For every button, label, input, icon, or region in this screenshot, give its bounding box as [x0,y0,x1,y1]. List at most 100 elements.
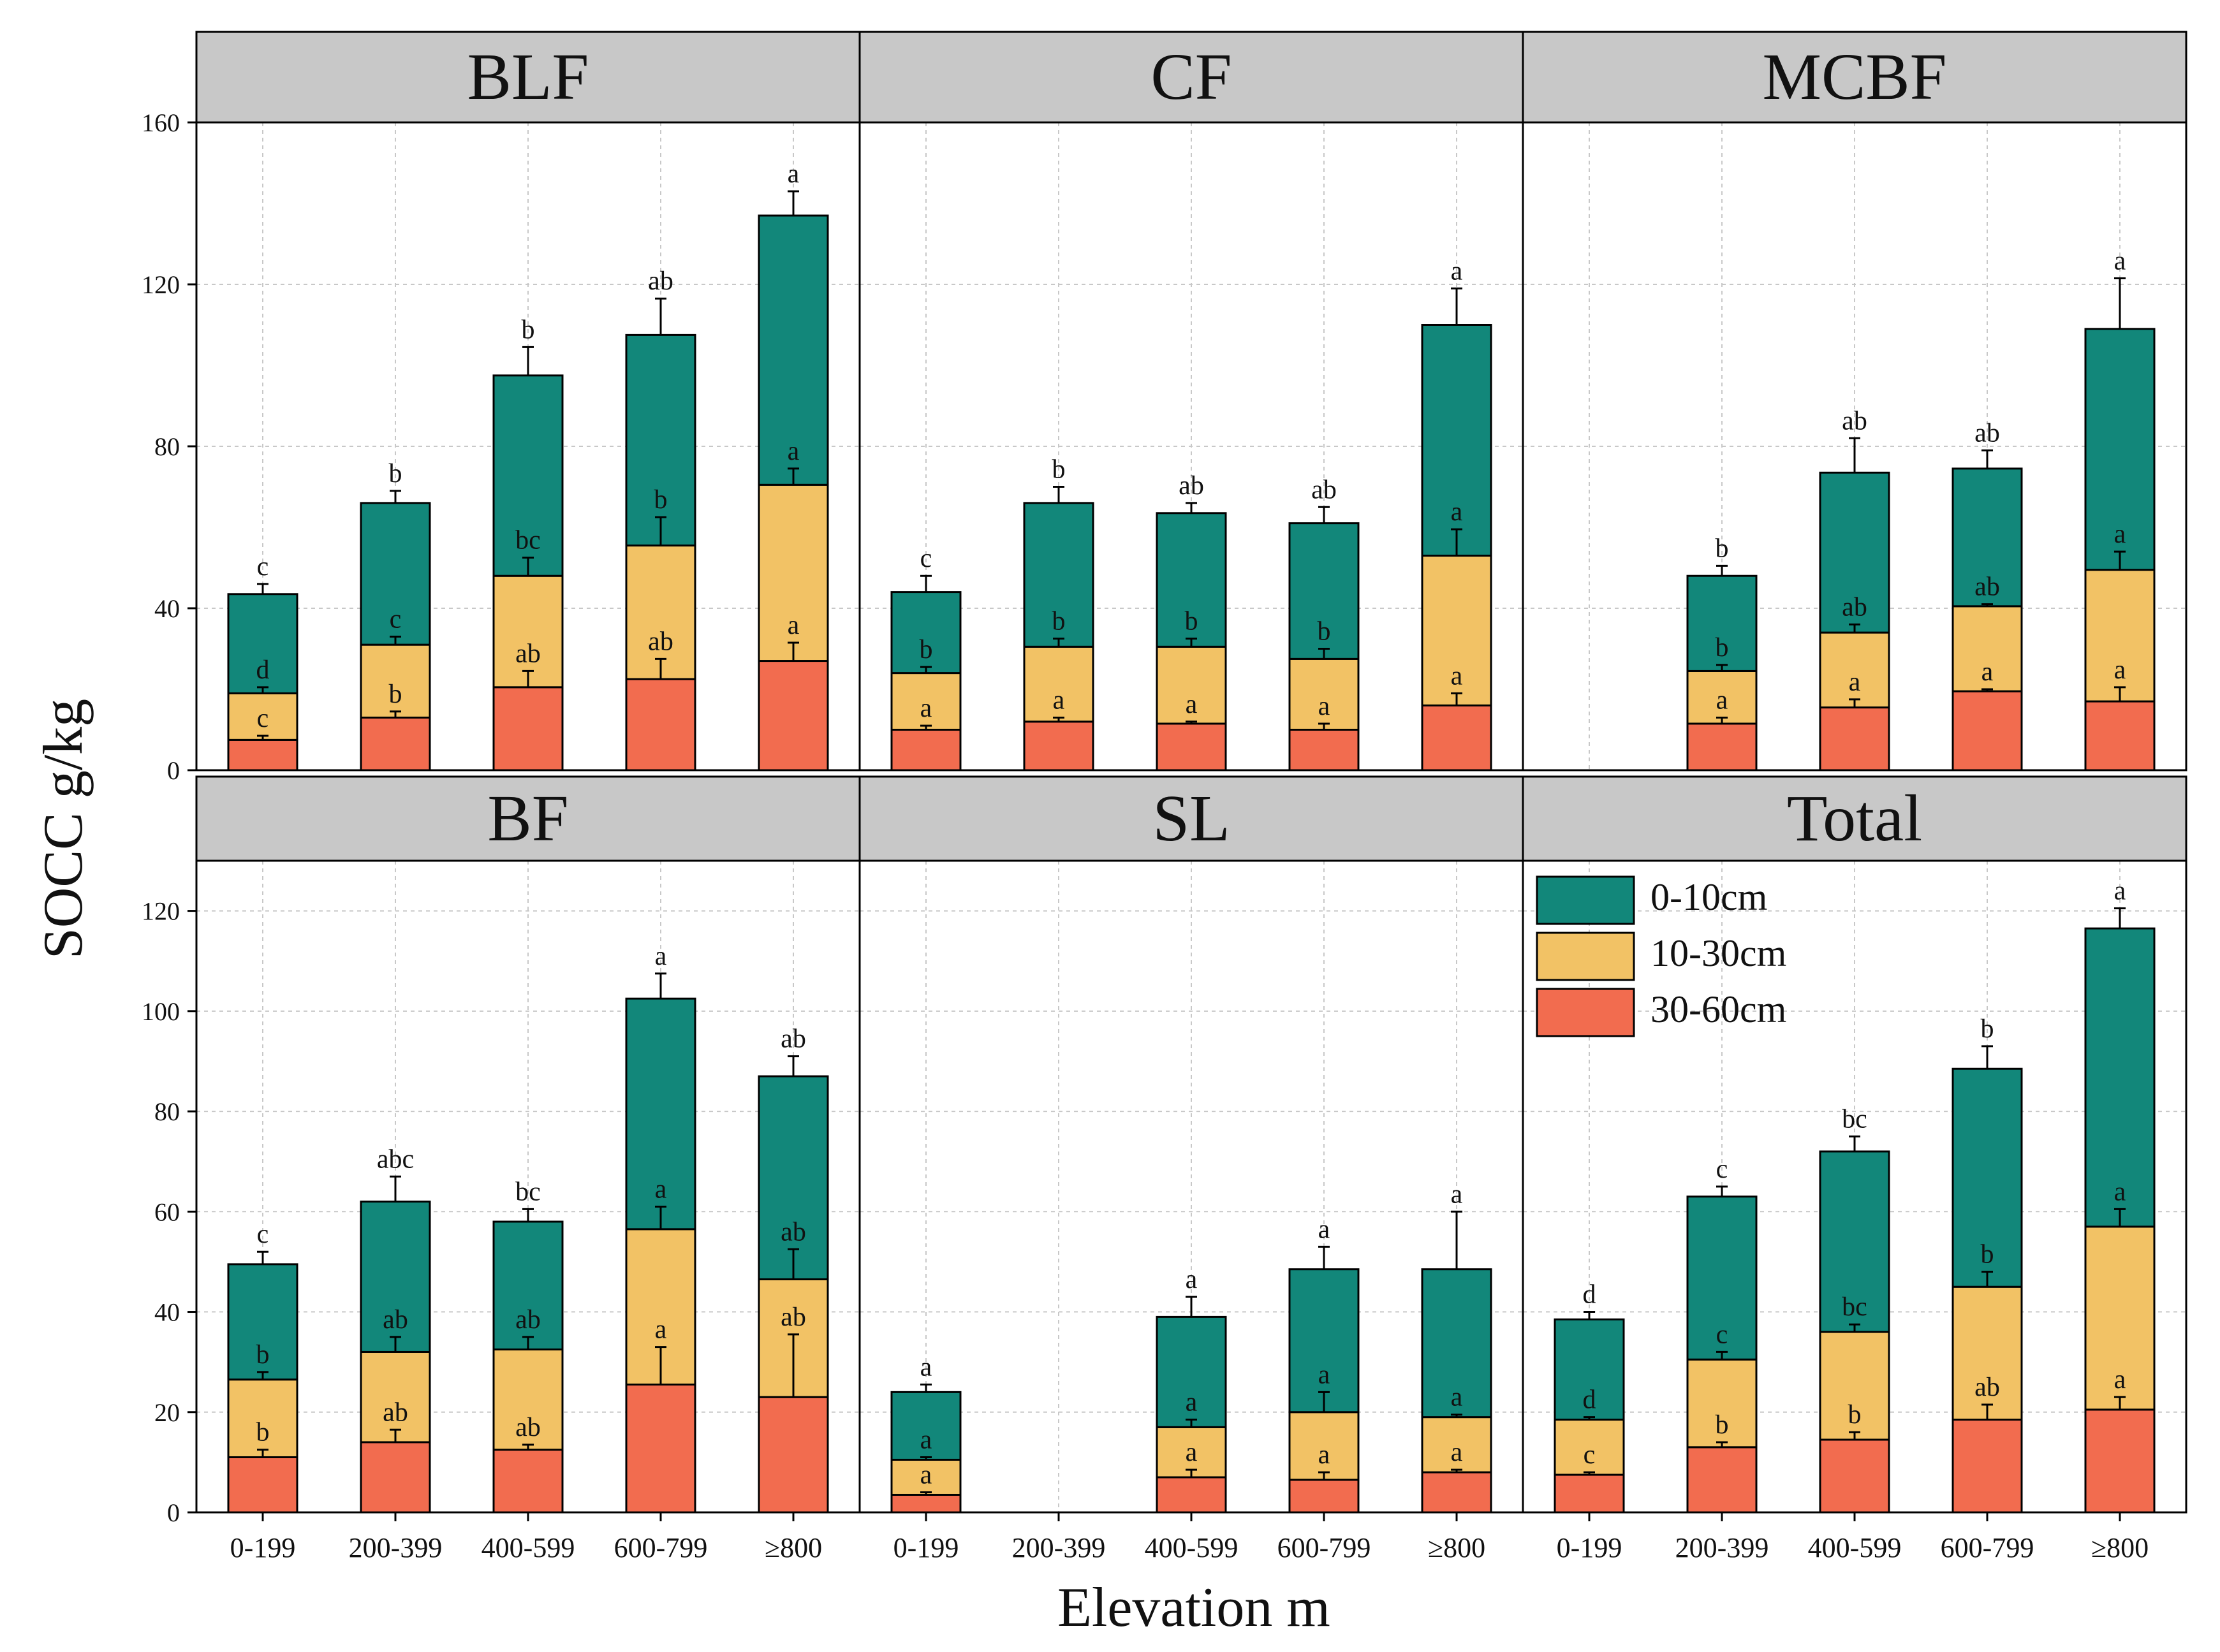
bar-bf-3060cm-1 [360,1441,431,1514]
bar-sl-3060cm-4 [1421,1471,1492,1514]
y-tick-label: 80 [154,432,180,461]
legend-swatch-1 [1536,932,1635,981]
bar-sl-1030cm-3 [1288,1411,1360,1481]
y-tick-label: 40 [154,594,180,623]
bar-total-1030cm-4 [2084,1225,2156,1411]
significance-letter: abc [377,1144,414,1174]
significance-letter: ab [648,627,673,656]
axes-layer: 0 40 80 120 160 0 20 40 60 80 100 120 0-199 200-399 40… [142,108,2149,1563]
bar-bf-3060cm-0 [227,1456,298,1514]
significance-letter: a [788,611,800,640]
significance-letter: a [2114,1365,2126,1394]
significance-letter: a [1053,685,1065,715]
significance-letter: a [1318,1440,1330,1470]
y-tick-label: 40 [154,1298,180,1327]
significance-letter: ab [1842,406,1867,435]
significance-letter: a [1186,1265,1198,1294]
significance-letter: c [257,1220,269,1249]
significance-letter: bc [1842,1104,1867,1134]
significance-letter: a [1716,685,1728,715]
significance-letter: d [1583,1280,1596,1310]
significance-letter: b [1848,1400,1862,1429]
bar-cf-3060cm-0 [890,729,962,771]
significance-letter: c [257,704,269,733]
legend-label-0: 0-10cm [1650,876,1767,918]
legend-swatch-0 [1536,875,1635,925]
significance-letter: c [1716,1320,1728,1349]
significance-letter: a [1318,692,1330,721]
bar-blf-3060cm-1 [360,716,431,771]
panel-title-blf: BLF [467,40,589,113]
panel-title-cf: CF [1150,40,1231,113]
significance-letter: b [1318,617,1331,647]
significance-letter: b [1716,1410,1729,1440]
significance-letter: bc [515,526,541,555]
bar-mcbf-010cm-4 [2084,328,2156,571]
bar-total-010cm-1 [1686,1195,1758,1361]
bar-mcbf-3060cm-2 [1819,706,1890,771]
panel-strip-cf [858,31,1524,124]
bar-bf-010cm-2 [492,1220,564,1350]
significance-letter: ab [1842,592,1867,622]
y-tick-label: 120 [142,270,180,299]
significance-letter: c [1716,1155,1728,1184]
significance-letter: b [1981,1014,1994,1044]
significance-letter: b [1716,534,1729,563]
significance-letter: a [1318,1360,1330,1389]
legend-swatch-2 [1536,988,1635,1037]
bar-sl-3060cm-3 [1288,1479,1360,1514]
significance-letter: ab [648,267,673,296]
bar-bf-3060cm-3 [625,1384,696,1514]
panel-strip-blf [195,31,861,124]
significance-letter: d [1583,1385,1596,1415]
bar-blf-1030cm-3 [625,545,696,680]
significance-letter: ab [781,1025,806,1054]
significance-letter: b [256,1340,270,1370]
significance-letter: a [920,694,932,723]
panel-frame-mcbf [1522,121,2187,771]
significance-letter: a [920,1461,932,1490]
significance-letter: a [788,159,800,189]
bar-bf-1030cm-2 [492,1349,564,1451]
significance-letter: c [1584,1440,1596,1470]
bar-mcbf-1030cm-4 [2084,569,2156,703]
bar-total-010cm-3 [1952,1067,2023,1288]
x-axis-title: Elevation m [1057,1577,1330,1639]
bar-mcbf-3060cm-3 [1952,690,2023,771]
bar-cf-3060cm-3 [1288,729,1360,771]
bar-total-3060cm-3 [1952,1419,2023,1514]
significance-letter: ab [1179,471,1204,501]
bar-bf-1030cm-1 [360,1350,431,1444]
significance-letter: a [788,437,800,466]
bars-layer: cdcbcbbbcababbabaaacbabbaabbaabbaaaabbaa… [227,159,2156,1514]
bar-blf-010cm-2 [492,374,564,577]
panel-title-sl: SL [1152,782,1230,855]
x-tick-label: ≥800 [765,1532,822,1563]
panel-strip-bf [195,775,861,862]
bar-blf-3060cm-4 [758,660,829,771]
panel-strip-sl [858,775,1524,862]
frames-layer: BLF CF MCBF BF SL Total [195,31,2187,1514]
significance-letter: c [257,552,269,581]
bar-bf-3060cm-2 [492,1449,564,1514]
significance-letter: ab [1974,1373,2000,1402]
x-tick-label: 0-199 [893,1532,959,1563]
panel-title-total: Total [1787,782,1922,855]
bar-sl-3060cm-2 [1156,1476,1227,1514]
significance-letter: a [1451,1383,1463,1412]
x-tick-label: ≥800 [2091,1532,2149,1563]
bar-bf-010cm-4 [758,1075,829,1280]
significance-letter: b [920,635,933,664]
significance-letter: a [655,942,667,971]
significance-letter: a [655,1174,667,1204]
significance-letter: ab [1974,573,2000,602]
significance-letter: b [522,315,535,344]
y-tick-label: 160 [142,108,180,137]
y-tick-label: 0 [167,756,180,785]
y-tick-label: 120 [142,897,180,926]
bar-sl-010cm-0 [890,1391,962,1461]
bar-bf-3060cm-4 [758,1396,829,1514]
bar-mcbf-3060cm-4 [2084,700,2156,771]
significance-letter: a [1186,690,1198,719]
bar-mcbf-1030cm-3 [1952,605,2023,692]
